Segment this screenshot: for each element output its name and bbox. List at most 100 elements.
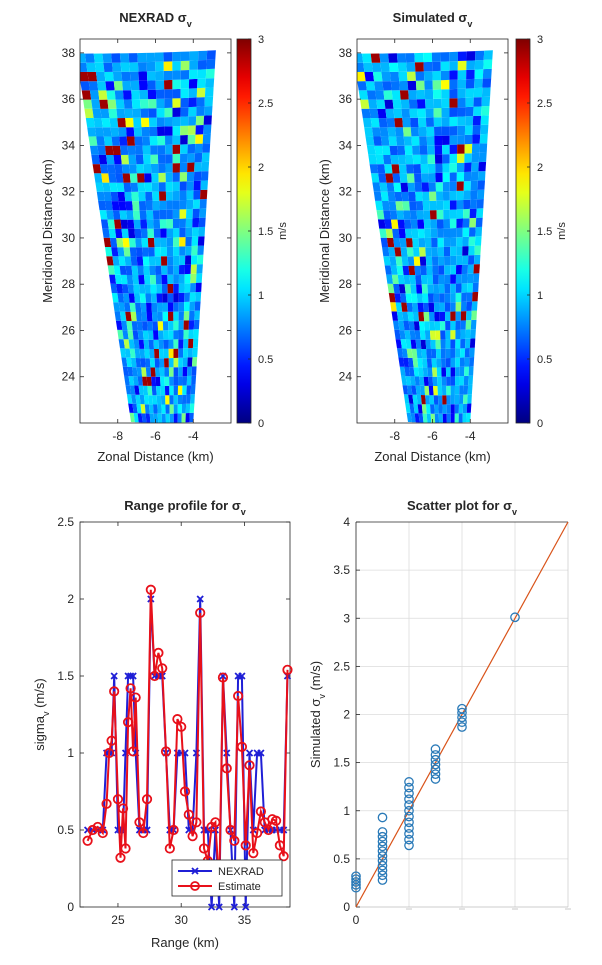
heatmap-cell bbox=[121, 71, 131, 82]
y-tick-label: 38 bbox=[339, 46, 353, 60]
heatmap-cell bbox=[412, 238, 420, 248]
heatmap-cell bbox=[189, 51, 199, 61]
colorbar-tick-label: 3 bbox=[537, 34, 543, 46]
heatmap-cell bbox=[379, 127, 389, 137]
heatmap-cell bbox=[391, 274, 399, 284]
heatmap-cell bbox=[173, 237, 180, 247]
heatmap-cell bbox=[462, 236, 469, 247]
heatmap-cell bbox=[461, 301, 467, 312]
heatmap-cell bbox=[108, 228, 117, 238]
heatmap-cell bbox=[461, 273, 468, 284]
heatmap-cell bbox=[431, 349, 437, 359]
heatmap-cell bbox=[438, 265, 445, 275]
heatmap-cell bbox=[433, 293, 440, 303]
heatmap-cell bbox=[148, 108, 157, 118]
scatter-point bbox=[404, 828, 414, 839]
scatter-point bbox=[457, 703, 467, 714]
heatmap-cell bbox=[172, 61, 181, 71]
heatmap-cell bbox=[465, 338, 471, 349]
data-point-x bbox=[230, 903, 238, 911]
heatmap-cell bbox=[88, 81, 99, 91]
heatmap-cell bbox=[172, 181, 180, 192]
heatmap-cell bbox=[141, 117, 150, 128]
heatmap-cell bbox=[178, 329, 184, 340]
heatmap-cell bbox=[472, 134, 481, 144]
heatmap-cell bbox=[463, 171, 472, 182]
heatmap-cell bbox=[379, 53, 389, 63]
heatmap-cell bbox=[446, 395, 451, 405]
heatmap-cell bbox=[173, 246, 180, 256]
heatmap-cell bbox=[454, 404, 459, 414]
heatmap-cell bbox=[383, 256, 391, 266]
heatmap-cell bbox=[137, 182, 146, 192]
data-point-o bbox=[195, 607, 206, 618]
heatmap-cell bbox=[129, 385, 136, 395]
heatmap-cell bbox=[147, 89, 157, 100]
heatmap-cell bbox=[461, 292, 467, 302]
heatmap-cell bbox=[422, 413, 428, 423]
heatmap-cell bbox=[161, 413, 166, 423]
heatmap-cell bbox=[156, 386, 161, 396]
heatmap-cell bbox=[205, 78, 215, 88]
colorbar-label: m/s bbox=[277, 222, 289, 240]
scatter-point bbox=[377, 860, 388, 871]
heatmap-cell bbox=[153, 330, 159, 340]
data-point-o bbox=[263, 824, 274, 836]
heatmap-cell bbox=[81, 90, 92, 100]
heatmap-cell bbox=[398, 284, 406, 294]
data-point-o bbox=[92, 821, 103, 833]
heatmap-cell bbox=[193, 319, 200, 330]
series-estimate bbox=[82, 584, 293, 893]
heatmap-cell bbox=[134, 385, 140, 395]
chart-title: Range profile for σv bbox=[124, 498, 246, 517]
heatmap-cell bbox=[395, 201, 404, 211]
heatmap-cell bbox=[473, 106, 482, 116]
heatmap-cell bbox=[391, 311, 399, 321]
heatmap-cell bbox=[376, 164, 386, 174]
heatmap-cell bbox=[395, 302, 403, 312]
heatmap-cell bbox=[157, 413, 163, 423]
data-point-o bbox=[130, 692, 141, 703]
heatmap-cell bbox=[108, 173, 117, 183]
heatmap-cell bbox=[406, 412, 412, 423]
y-axis-label: Simulated σv (m/s) bbox=[308, 661, 327, 768]
heatmap-cell bbox=[186, 181, 194, 191]
heatmap-cell bbox=[449, 190, 457, 201]
heatmap-cell bbox=[103, 62, 113, 72]
heatmap-cell bbox=[115, 228, 123, 238]
heatmap-cell bbox=[136, 367, 143, 377]
heatmap-cell bbox=[104, 71, 114, 82]
data-point-o bbox=[87, 824, 98, 836]
heatmap-cell bbox=[441, 358, 446, 368]
heatmap-cell bbox=[146, 61, 156, 72]
heatmap-cell bbox=[127, 145, 136, 155]
heatmap-cell bbox=[442, 181, 450, 192]
heatmap-cell bbox=[96, 191, 105, 201]
scatter-point bbox=[457, 707, 467, 718]
heatmap-cell bbox=[149, 136, 158, 146]
heatmap-cell bbox=[412, 302, 419, 312]
heatmap-cell bbox=[419, 247, 426, 257]
heatmap-cell bbox=[408, 321, 415, 331]
scatter-point bbox=[377, 831, 388, 842]
heatmap-cell bbox=[403, 136, 412, 146]
heatmap-cell bbox=[155, 80, 165, 90]
heatmap-cell bbox=[163, 61, 173, 71]
heatmap-cell bbox=[157, 154, 166, 164]
heatmap-cell bbox=[450, 367, 456, 377]
data-point-o bbox=[240, 840, 251, 851]
heatmap-cell bbox=[179, 209, 187, 219]
heatmap-cell bbox=[135, 312, 142, 322]
heatmap-cell bbox=[164, 358, 169, 368]
heatmap-cell bbox=[188, 338, 194, 349]
heatmap-cell bbox=[143, 154, 151, 165]
heatmap-cell bbox=[189, 292, 196, 302]
heatmap-cell bbox=[93, 53, 104, 63]
heatmap-cell bbox=[118, 339, 125, 349]
heatmap-cell bbox=[136, 321, 143, 331]
heatmap-cell bbox=[477, 171, 486, 181]
heatmap-cell bbox=[128, 376, 135, 386]
heatmap-cell bbox=[441, 376, 447, 386]
heatmap-cell bbox=[124, 375, 130, 386]
heatmap-cell bbox=[395, 256, 403, 266]
